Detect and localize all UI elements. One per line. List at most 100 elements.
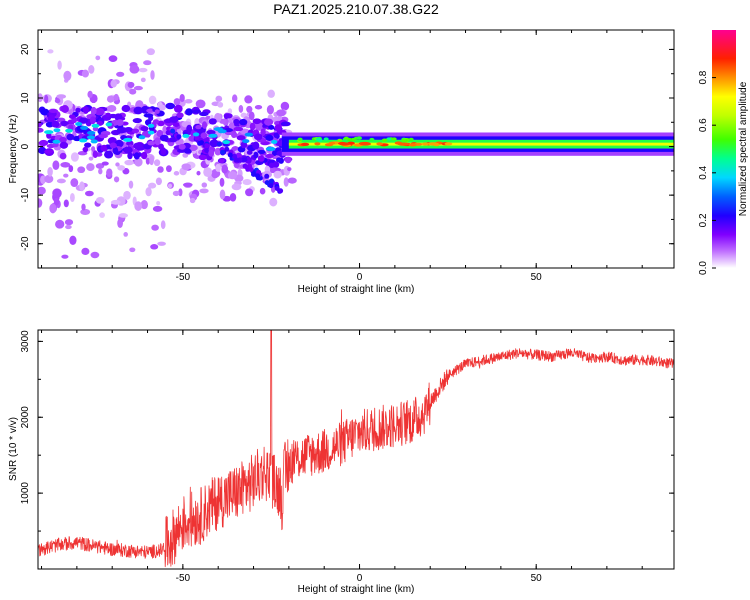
- spectrogram-blob: [382, 138, 388, 142]
- spectrogram-blob: [123, 190, 131, 200]
- spectrogram-blob: [206, 130, 216, 135]
- spectrogram-blob: [179, 93, 185, 103]
- spectrogram-blob: [81, 69, 89, 78]
- colorbar-ticks: 0.0 0.2 0.4 0.6 0.8: [698, 70, 716, 275]
- spectrogram-blob: [63, 173, 69, 178]
- spectrogram-y-axis-label: Frequency (Hz): [8, 115, 19, 184]
- spectrogram-blob: [132, 118, 142, 124]
- spectrogram-blob: [217, 129, 227, 134]
- spectrogram-blob: [317, 138, 323, 142]
- spectrogram-blob: [219, 189, 226, 200]
- spectrogram-blob: [94, 107, 105, 116]
- spectrogram-blob: [98, 134, 108, 139]
- spectrogram-blob: [273, 170, 282, 179]
- spectrogram-blob: [68, 165, 74, 173]
- spectrogram-blob: [160, 220, 166, 230]
- spectrogram-blob: [113, 176, 120, 183]
- spectrogram-blob: [116, 119, 124, 126]
- spectrogram-blob: [141, 151, 148, 160]
- spectrogram-blob: [159, 134, 169, 142]
- spectrogram-blob: [189, 197, 196, 204]
- spectrogram-blob: [182, 182, 193, 188]
- spectrogram-blob: [51, 120, 60, 128]
- spectrogram-blob: [444, 142, 453, 146]
- spectrogram-blob: [227, 108, 233, 115]
- spectrogram-blob: [246, 105, 253, 113]
- spectrogram-blob: [369, 137, 375, 142]
- spectrogram-blob: [110, 199, 121, 205]
- spectrogram-blob: [274, 124, 282, 132]
- spectrogram-blob: [259, 187, 266, 195]
- steady-line-core: [288, 142, 674, 146]
- spectrogram-blob: [129, 88, 137, 95]
- spectrogram-blob: [88, 65, 95, 74]
- spectrogram-blob: [232, 94, 238, 103]
- spectrogram-blob: [47, 166, 53, 177]
- spectrogram-blob: [173, 98, 181, 106]
- spectrogram-blob: [91, 146, 96, 152]
- spectrogram-blob: [238, 104, 244, 113]
- spectrogram-blob: [95, 197, 105, 204]
- spectrogram-blob: [257, 155, 265, 162]
- y-tick-label: 1000: [20, 482, 31, 505]
- spectrogram-blob: [199, 188, 209, 194]
- spectrogram-blob: [63, 199, 69, 208]
- spectrogram-blob: [218, 158, 225, 164]
- spectrogram-blob: [269, 197, 278, 207]
- spectrogram-blob: [124, 127, 133, 132]
- spectrogram-blob: [148, 182, 157, 189]
- spectrogram-blob: [44, 149, 54, 154]
- spectrogram-blob: [227, 152, 233, 158]
- spectrogram-blob: [244, 95, 253, 104]
- spectrogram-blob: [167, 183, 173, 189]
- spectrogram-blob: [123, 137, 133, 142]
- spectrogram-blob: [192, 109, 202, 114]
- spectrogram-blob: [357, 136, 362, 140]
- spectrogram-blob: [132, 142, 143, 150]
- spectrogram-blob: [104, 150, 114, 159]
- spectrogram-blob: [60, 120, 69, 127]
- spectrogram-blob: [208, 118, 217, 125]
- snr-ticks: -50 0 50 1000 2000 3000: [20, 330, 674, 584]
- spectrogram-x-axis-label: Height of straight line (km): [298, 284, 415, 295]
- spectrogram-blob: [148, 95, 157, 105]
- spectrogram-blob: [145, 187, 152, 197]
- spectrogram-blob: [209, 139, 219, 148]
- spectrogram-blob: [98, 168, 103, 175]
- spectrogram-ticks: -50 0 50 -20 -10 0 10 20: [20, 30, 674, 283]
- spectrogram-blob: [147, 130, 155, 135]
- x-tick-label: 0: [357, 272, 363, 283]
- spectrogram-blob: [287, 177, 297, 184]
- spectrogram-blob: [157, 241, 166, 246]
- spectrogram-blob: [165, 130, 171, 136]
- spectrogram-blob: [235, 152, 242, 160]
- spectrogram-blob: [60, 161, 71, 168]
- figure-title: PAZ1.2025.210.07.38.G22: [273, 1, 439, 17]
- spectrogram-blob: [255, 173, 261, 179]
- spectrogram-blob: [138, 67, 148, 73]
- spectrogram-blob: [48, 108, 59, 113]
- spectrogram-blob: [249, 122, 256, 131]
- spectrogram-blob: [343, 136, 349, 140]
- spectrogram-blob: [233, 118, 240, 125]
- spectrogram-blob: [280, 101, 290, 111]
- spectrogram-blob: [182, 133, 190, 138]
- snr-series-line: [38, 330, 674, 568]
- spectrogram-blob: [156, 201, 161, 206]
- spectrogram-blob: [280, 121, 291, 127]
- spectrogram-blob: [105, 122, 113, 127]
- spectrogram-blob: [433, 143, 440, 147]
- spectrogram-blob: [185, 108, 193, 116]
- spectrogram-blob: [146, 48, 155, 56]
- spectrogram-blob: [215, 95, 223, 102]
- spectrogram-blob: [153, 159, 161, 167]
- spectrogram-blob: [107, 104, 117, 113]
- spectrogram-blob: [133, 152, 140, 160]
- spectrogram-blob: [90, 251, 100, 259]
- spectrogram-blob: [160, 147, 167, 156]
- spectrogram-blob: [49, 203, 57, 214]
- spectrogram-blob: [121, 104, 131, 113]
- spectrogram-blob: [38, 186, 46, 195]
- spectrogram-blob: [165, 165, 172, 173]
- spectrogram-blob: [253, 133, 263, 141]
